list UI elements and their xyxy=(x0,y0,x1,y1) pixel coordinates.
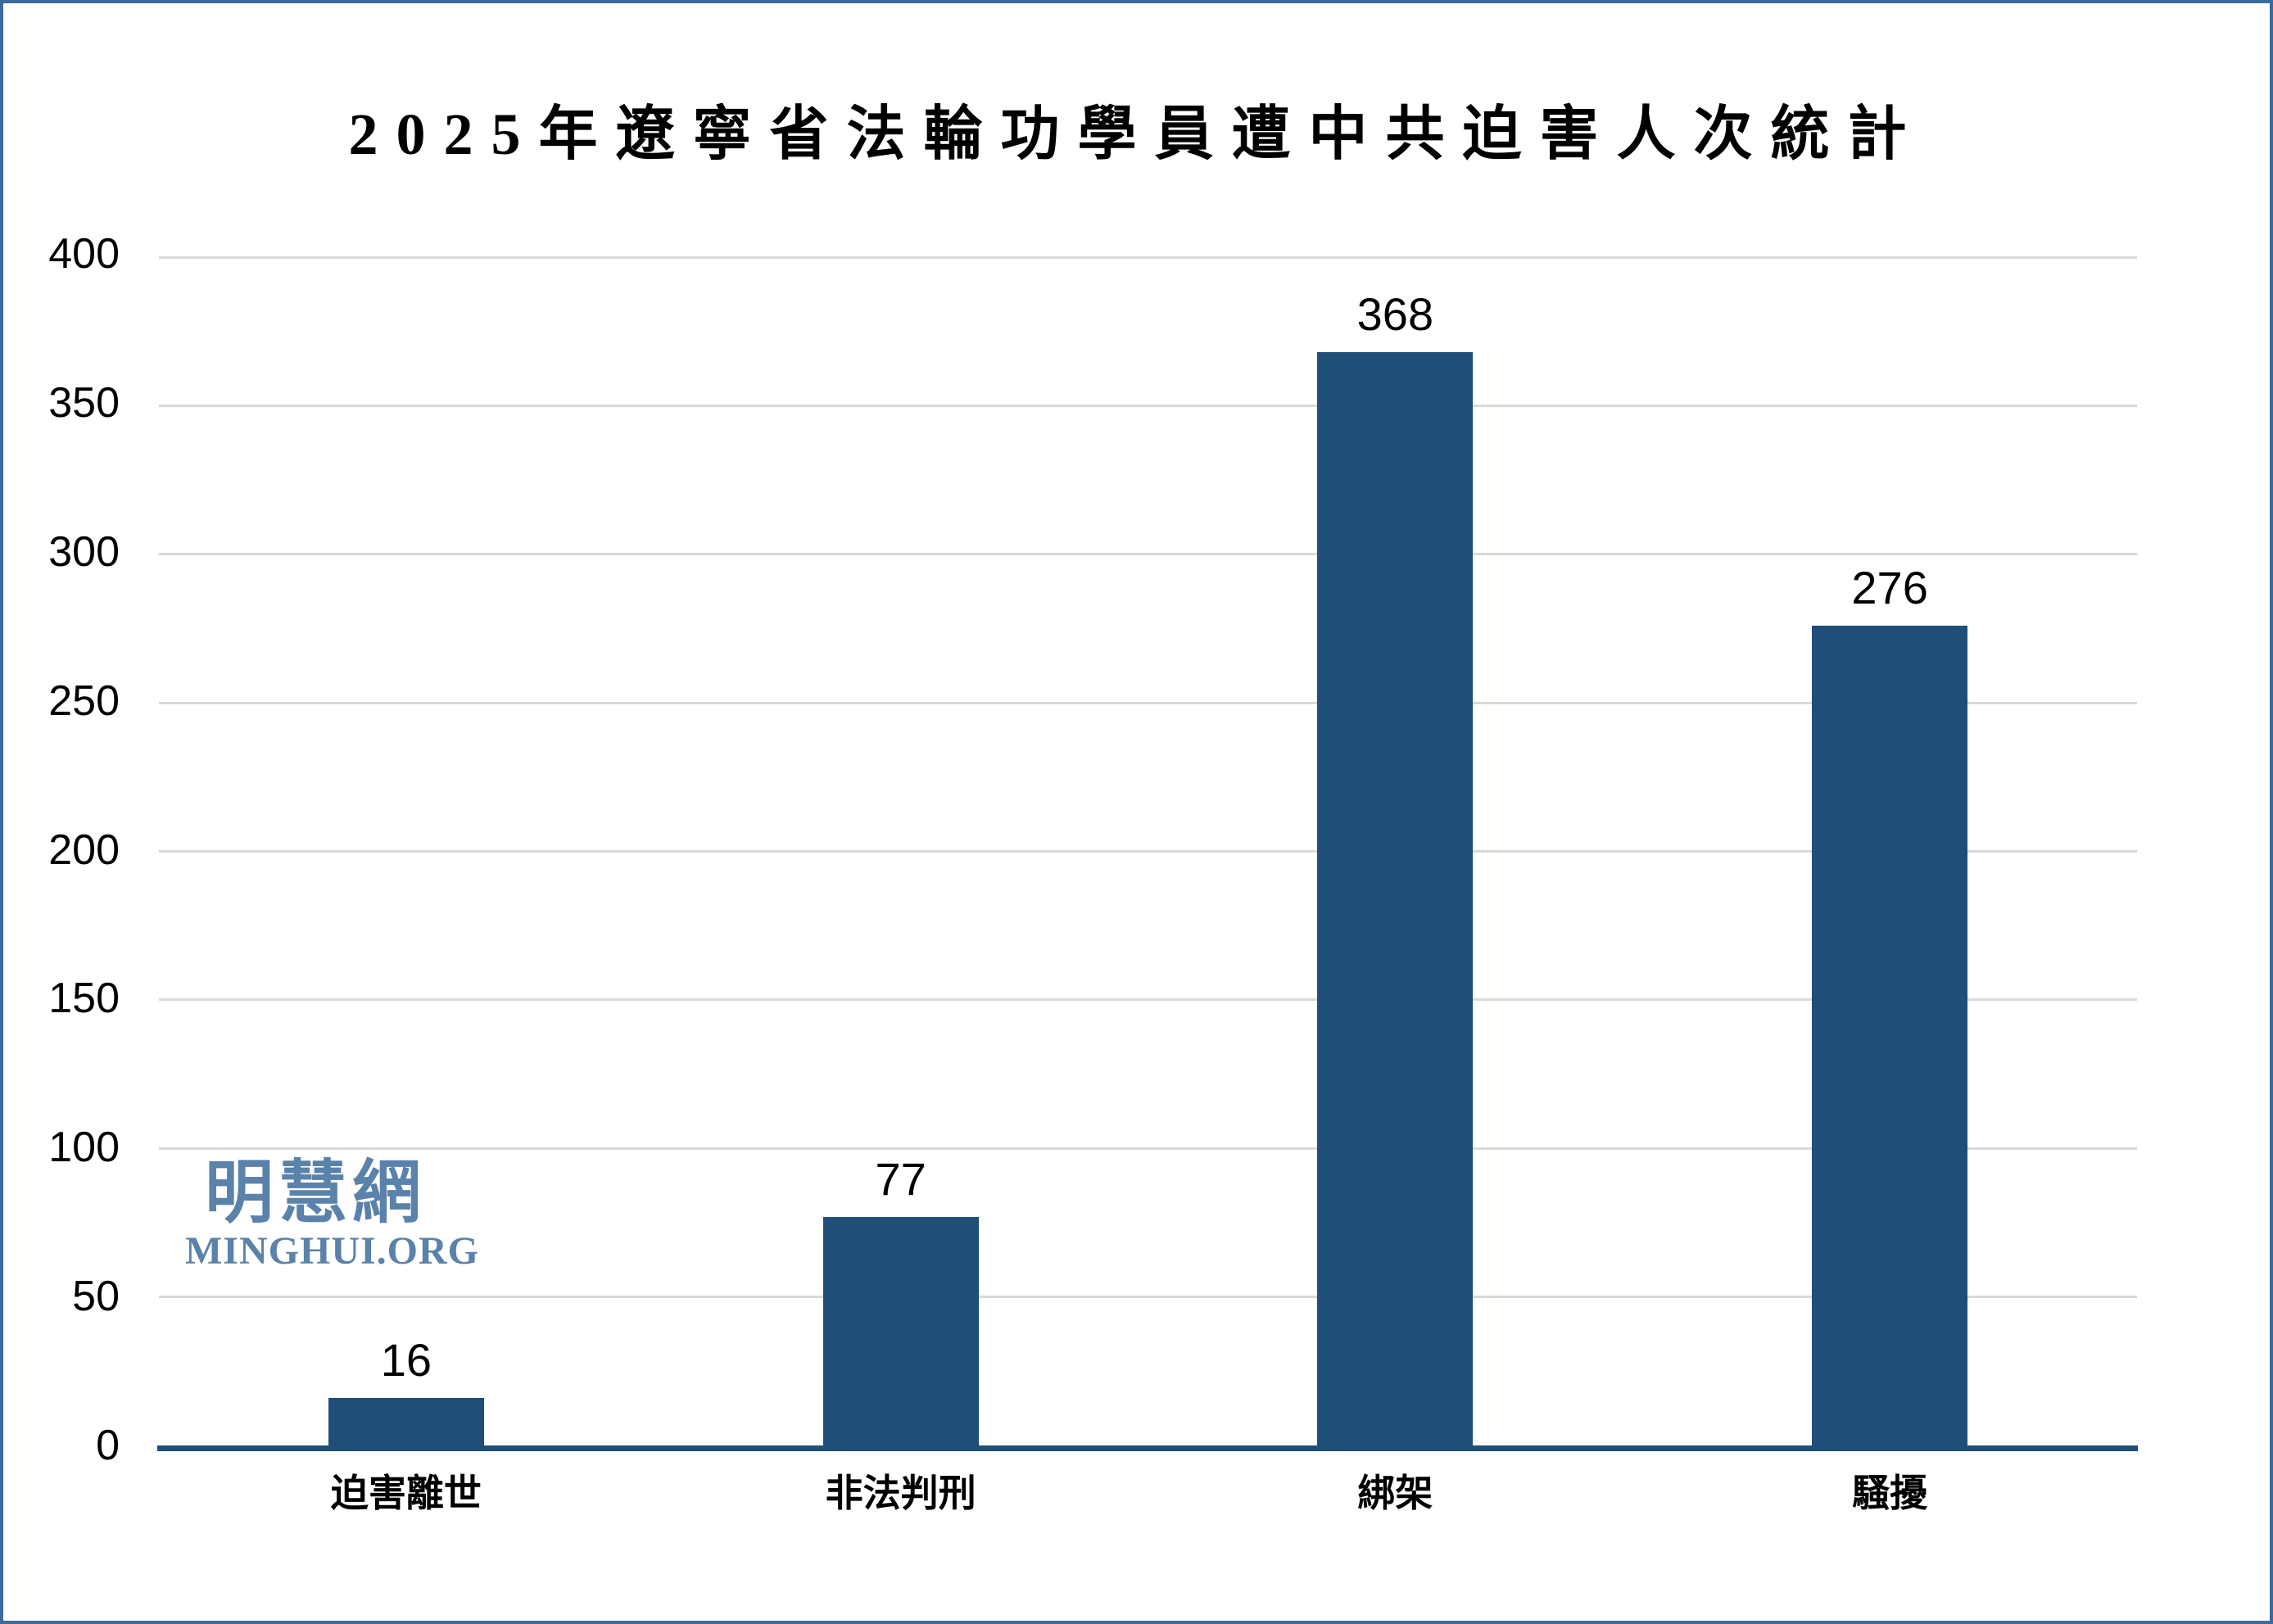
gridline-50 xyxy=(159,1296,2137,1299)
y-tick-label-400: 400 xyxy=(48,230,120,278)
plot-area: 16 77 368 276 xyxy=(159,256,2137,1445)
minghui-watermark-latin: MINGHUI.ORG xyxy=(185,1228,479,1273)
minghui-watermark-cjk: 明慧網 xyxy=(204,1154,426,1231)
bar-3 xyxy=(1317,352,1474,1445)
value-label-3: 368 xyxy=(1356,288,1434,341)
y-tick-label-300: 300 xyxy=(48,527,120,576)
bar-4 xyxy=(1812,625,1968,1445)
value-label-4: 276 xyxy=(1851,561,1928,613)
gridline-150 xyxy=(159,998,2137,1002)
gridline-250 xyxy=(159,701,2137,704)
x-axis-labels: 迫害離世 非法判刑 綁架 騷擾 xyxy=(159,1475,2137,1532)
y-tick-label-350: 350 xyxy=(48,378,120,427)
category-label-3: 綁架 xyxy=(1357,1472,1433,1514)
bar-2 xyxy=(822,1216,979,1445)
y-tick-label-0: 0 xyxy=(96,1422,120,1469)
y-tick-label-50: 50 xyxy=(72,1273,120,1321)
gridline-100 xyxy=(159,1147,2137,1150)
gridline-200 xyxy=(159,850,2137,853)
y-tick-label-150: 150 xyxy=(48,975,120,1023)
gridline-400 xyxy=(159,256,2137,259)
value-label-1: 16 xyxy=(380,1333,432,1386)
category-label-4: 騷擾 xyxy=(1852,1472,1928,1514)
gridline-300 xyxy=(159,553,2137,556)
y-tick-label-100: 100 xyxy=(48,1124,120,1172)
y-tick-label-200: 200 xyxy=(48,826,120,874)
category-label-2: 非法判刑 xyxy=(825,1472,976,1514)
x-axis-line xyxy=(157,1445,2138,1451)
value-label-2: 77 xyxy=(875,1152,926,1205)
category-label-1: 迫害離世 xyxy=(330,1472,482,1514)
gridline-350 xyxy=(159,404,2137,407)
minghui-watermark: 明慧網 MINGHUI.ORG xyxy=(185,1154,479,1273)
bar-1 xyxy=(328,1397,484,1445)
chart-title: 2025年遼寧省法輪功學員遭中共迫害人次統計 xyxy=(348,102,1925,167)
y-tick-label-250: 250 xyxy=(48,676,120,725)
y-axis: 0 50 100 150 200 250 300 350 400 xyxy=(28,233,120,1467)
